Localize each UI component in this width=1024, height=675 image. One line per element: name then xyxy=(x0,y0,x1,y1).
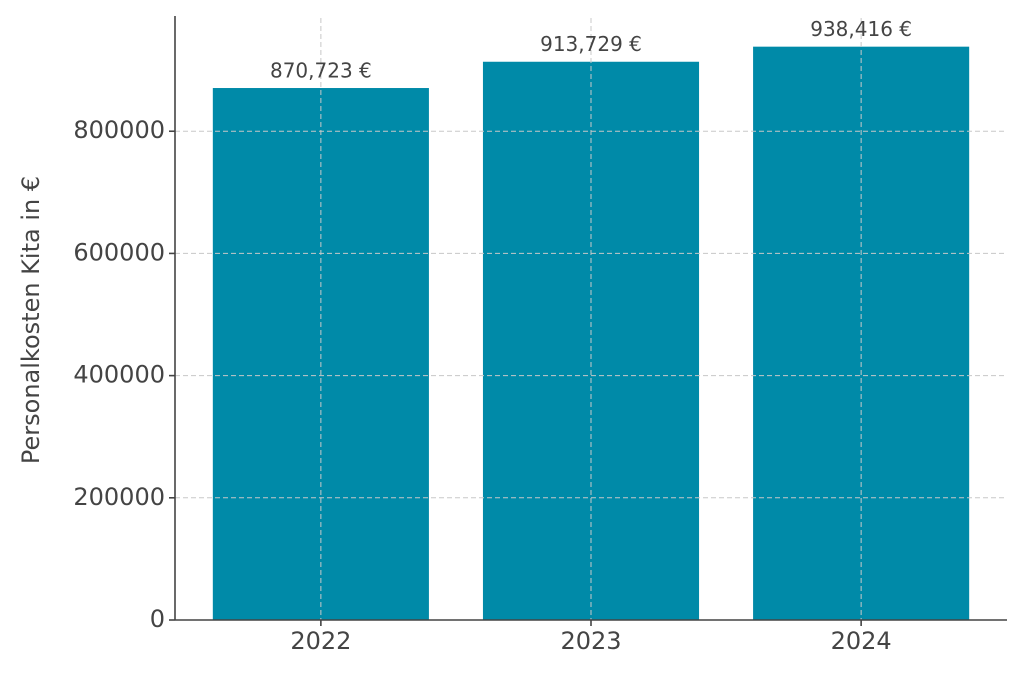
y-tick-label: 800000 xyxy=(73,116,165,144)
y-tick-label: 0 xyxy=(150,605,165,633)
value-label: 870,723 € xyxy=(270,59,372,83)
x-tick-label: 2024 xyxy=(831,627,892,655)
y-tick-label: 400000 xyxy=(73,361,165,389)
x-tick-label: 2023 xyxy=(560,627,621,655)
y-tick-label: 200000 xyxy=(73,483,165,511)
y-tick-label: 600000 xyxy=(73,238,165,266)
x-tick-label: 2022 xyxy=(290,627,351,655)
y-axis-label: Personalkosten Kita in € xyxy=(17,176,45,464)
value-label: 938,416 € xyxy=(810,17,912,41)
value-label: 913,729 € xyxy=(540,32,642,56)
